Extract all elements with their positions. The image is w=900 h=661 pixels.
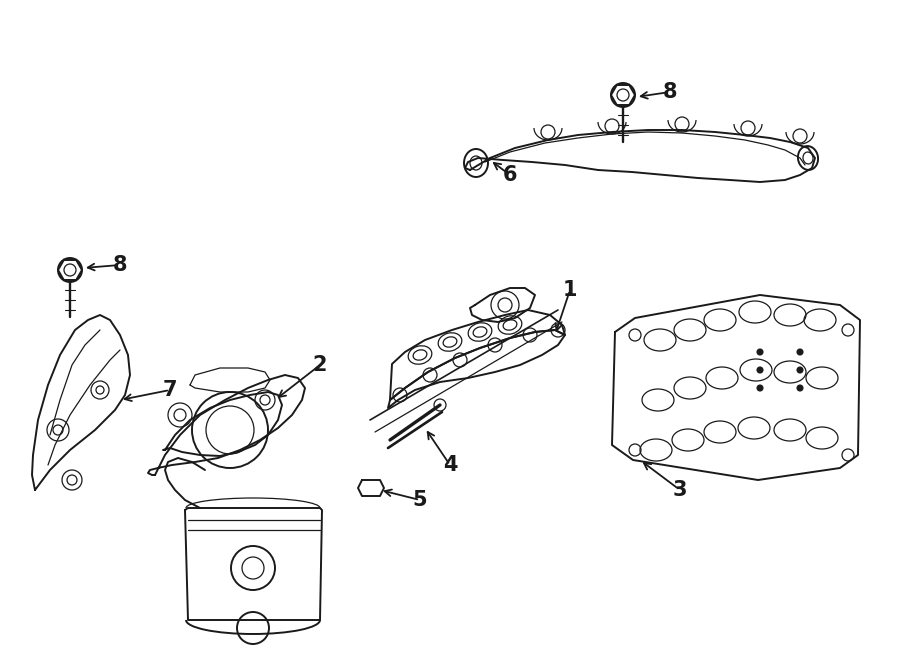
Text: 8: 8 (112, 255, 127, 275)
Text: 3: 3 (673, 480, 688, 500)
Text: 8: 8 (662, 82, 677, 102)
Circle shape (757, 367, 763, 373)
Text: 6: 6 (503, 165, 517, 185)
Circle shape (757, 385, 763, 391)
Text: 1: 1 (562, 280, 577, 300)
Text: 2: 2 (313, 355, 328, 375)
Circle shape (797, 349, 803, 355)
Circle shape (797, 367, 803, 373)
Circle shape (757, 349, 763, 355)
Circle shape (797, 385, 803, 391)
Text: 5: 5 (413, 490, 428, 510)
Text: 4: 4 (443, 455, 457, 475)
Text: 7: 7 (163, 380, 177, 400)
